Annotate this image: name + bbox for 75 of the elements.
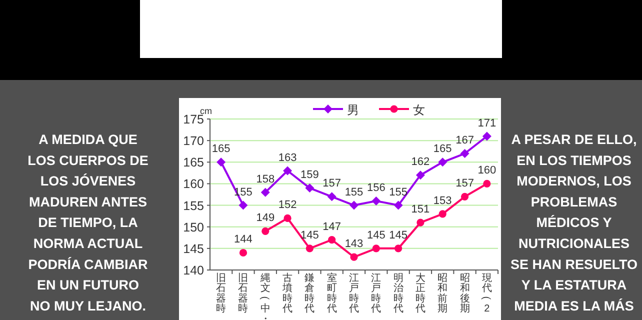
y-tick-label: 140 — [183, 264, 204, 278]
x-tick-label: 古墳時代 — [282, 273, 293, 315]
data-label: 156 — [366, 182, 386, 194]
x-tick-label: 旧石器時 — [238, 273, 248, 315]
point — [416, 170, 425, 180]
data-label: 155 — [344, 186, 364, 198]
data-label: 165 — [212, 143, 230, 156]
point — [238, 200, 248, 210]
point — [283, 166, 292, 176]
legend-item: 男 — [313, 103, 359, 117]
data-label: 155 — [389, 186, 408, 198]
x-tick-label: 大正時代 — [415, 273, 426, 315]
point — [372, 196, 381, 206]
data-label: 171 — [478, 117, 496, 130]
data-label: 159 — [300, 169, 319, 182]
data-label: 165 — [433, 143, 452, 156]
y-tick-label: 160 — [183, 177, 204, 192]
annotation: A PESAR DE ELLO, EN LOS TIEMPOS MODERNOS, LOS PROBLEMAS MÉDICOS Y NUTRICIONALES SE HAN RESUELTO Y LA ESTATURA MEDIA ES LA MÁS — [510, 132, 638, 314]
data-label: 158 — [256, 173, 275, 186]
point — [482, 132, 492, 141]
x-tick-label: 室町時代 — [326, 273, 337, 315]
y-tick-label: 165 — [183, 156, 204, 170]
point — [260, 188, 270, 197]
point — [305, 184, 314, 193]
data-label: 153 — [433, 194, 452, 207]
x-tick-label: 昭和後期 — [460, 273, 470, 315]
point — [328, 236, 336, 244]
point — [438, 158, 448, 167]
point — [239, 248, 248, 257]
x-tick-label: 現代(2 — [480, 273, 492, 315]
data-label: 144 — [234, 234, 252, 246]
point — [372, 244, 380, 252]
point — [394, 200, 403, 210]
point — [394, 244, 402, 252]
data-label: 162 — [411, 156, 430, 168]
point — [460, 192, 469, 200]
point — [350, 253, 358, 261]
point — [438, 210, 446, 218]
data-label: 147 — [322, 220, 342, 233]
x-tick-label: 江戸時代 — [349, 273, 359, 315]
x-tick-label: 明治時代 — [393, 273, 404, 315]
point — [327, 192, 336, 202]
point — [416, 218, 424, 226]
point — [306, 244, 314, 252]
y-tick-label: 150 — [183, 220, 204, 234]
data-label: 145 — [300, 229, 319, 242]
legend-label: 女 — [413, 103, 425, 117]
data-label: 151 — [411, 204, 430, 216]
x-tick-label: 鎌倉時代 — [304, 273, 315, 315]
legend-item: 女 — [379, 103, 425, 117]
legend-label: 男 — [347, 103, 359, 117]
point — [284, 214, 292, 222]
x-tick-label: 縄文(中・ — [258, 273, 270, 320]
data-label: 149 — [256, 212, 275, 224]
data-label: 157 — [456, 178, 474, 190]
y-tick-label: 155 — [183, 198, 204, 213]
x-tick-label: 江戸時代 — [371, 273, 382, 315]
y-tick-label: 170 — [183, 134, 204, 148]
data-label: 152 — [278, 199, 297, 212]
y-tick-label: 145 — [183, 242, 204, 256]
data-label: 163 — [278, 152, 297, 164]
point — [483, 180, 491, 188]
data-label: 167 — [456, 134, 474, 147]
data-label: 145 — [389, 229, 408, 242]
data-label: 160 — [478, 164, 496, 177]
point — [460, 149, 470, 158]
point — [216, 158, 226, 167]
x-tick-label: 昭和前期 — [438, 273, 448, 315]
data-label: 157 — [322, 178, 342, 190]
annotation: A MEDIDA QUE LOS CUERPOS DE LOS JÓVENES MADUREN ANTES DE TIEMPO, LA NORMA ACTUAL PODRÍA CAMBIAR EN UN FUTURO NO MUY LEJANO. — [28, 132, 148, 314]
data-label: 145 — [366, 229, 386, 242]
data-label: 143 — [344, 238, 364, 250]
x-tick-label: 旧石器時 — [216, 273, 226, 315]
point — [262, 227, 270, 235]
point — [350, 200, 358, 210]
